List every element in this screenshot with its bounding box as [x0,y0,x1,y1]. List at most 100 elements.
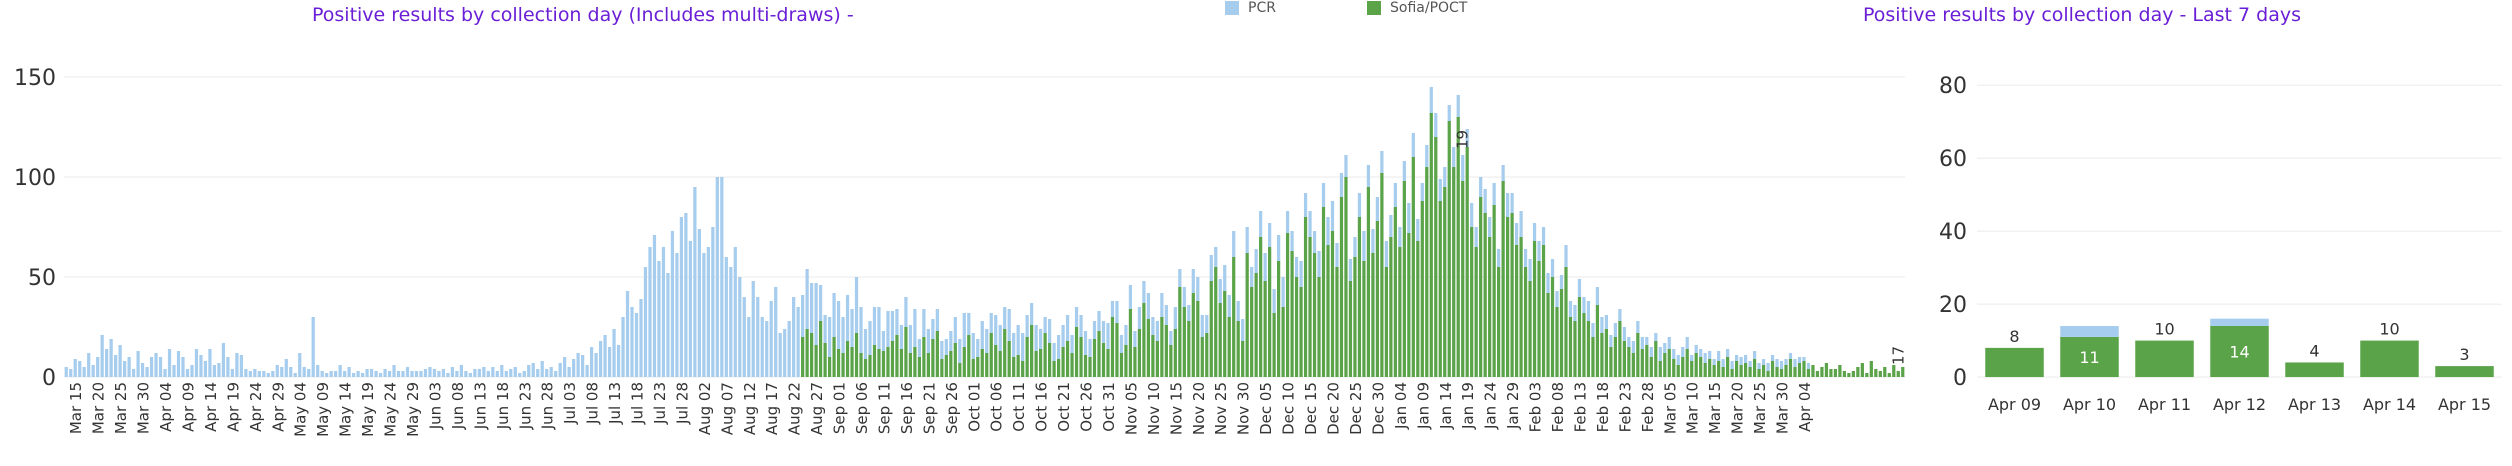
main-bar-pcr [1003,307,1007,329]
main-bar-pcr [1429,87,1433,113]
main-bar-pcr [1528,259,1532,281]
main-bar-pcr [787,321,791,377]
main-x-tick-label: Mar 30 [135,382,153,434]
main-bar-pcr [1627,337,1631,347]
legend-item-pcr[interactable]: PCR [1225,0,1276,16]
main-bar-pcr [1779,361,1784,369]
side-y-tick-label: 40 [1939,220,1967,245]
main-bar-sofia [971,359,975,377]
main-bar-sofia [989,333,993,377]
main-bar-pcr [176,351,181,377]
main-bar-sofia [922,337,926,377]
main-bar-pcr [1474,227,1478,247]
main-bar-sofia [917,357,922,377]
side-x-tick-label: Apr 11 [2138,395,2191,414]
main-bar-sofia [1056,359,1061,377]
main-bar-pcr [518,373,522,377]
main-bar-pcr [1712,359,1716,365]
main-bar-sofia [1375,221,1380,377]
main-x-tick-label: Jul 28 [673,382,691,425]
main-bar-sofia [1164,325,1168,377]
main-x-tick-label: Jul 18 [629,382,647,425]
main-x-tick-label: May 04 [292,382,310,437]
main-bar-sofia [1869,361,1873,377]
main-bar-pcr [1268,223,1272,247]
main-bar-pcr [226,357,230,377]
main-bar-pcr [235,353,239,377]
main-x-tick-label: Dec 20 [1324,382,1342,435]
main-bar-pcr [1658,347,1662,361]
main-bar-sofia [1218,303,1222,377]
main-bar-pcr [890,311,895,341]
main-bar-pcr [1196,277,1200,301]
main-bar-pcr [1559,275,1564,289]
main-bar-pcr [1021,333,1025,361]
main-bar-pcr [625,291,630,377]
main-bar-pcr [1663,343,1667,353]
main-bar-pcr [1146,293,1151,319]
main-x-tick-label: Sep 06 [853,382,871,434]
main-bar-sofia [940,359,944,377]
main-bar-pcr [944,339,948,355]
main-bar-sofia [868,355,872,377]
main-bar-pcr [1555,291,1559,307]
main-bar-pcr [850,309,854,347]
main-bar-pcr [167,349,172,377]
main-bar-sofia [1865,373,1869,377]
main-bar-sofia [1546,293,1550,377]
main-x-tick-label: Jul 03 [561,382,579,425]
main-bar-pcr [895,309,899,335]
main-bar-pcr [91,365,95,377]
main-bar-pcr [765,321,769,377]
main-bar-sofia [1285,233,1290,377]
main-bar-sofia [1654,341,1658,377]
main-bar-pcr [774,287,778,377]
main-bar-pcr [1797,357,1802,363]
main-bar-pcr [1335,243,1339,267]
main-bar-sofia [1438,201,1442,377]
main-x-tick-label: Oct 16 [1033,382,1051,432]
main-bar-pcr [338,365,342,377]
main-bar-pcr [1497,249,1501,267]
side-data-label: 10 [2154,320,2174,339]
main-bar-pcr [87,353,91,377]
main-bar-pcr [769,301,773,377]
main-bar-sofia [1703,363,1707,377]
main-bar-pcr [369,369,374,377]
main-bar-sofia [1371,253,1375,377]
main-x-tick-label: Sep 26 [943,382,961,434]
main-y-tick-label: 100 [14,166,56,191]
main-bar-pcr [589,347,594,377]
side-bar-pcr [2060,325,2119,337]
main-bar-sofia [1312,253,1317,377]
main-bar-pcr [1537,241,1541,261]
side-bar-sofia [2060,336,2119,378]
main-x-tick-label: Oct 01 [965,382,983,432]
main-bar-pcr [863,329,868,359]
main-bar-pcr [401,371,405,377]
main-bar-pcr [266,373,270,377]
main-bar-sofia [1483,213,1487,377]
main-bar-sofia [1083,355,1088,377]
main-x-tick-label: Feb 13 [1571,382,1589,432]
main-bar-sofia [895,335,899,377]
main-bar-sofia [1227,317,1231,377]
legend-item-sofia[interactable]: Sofia/POCT [1367,0,1467,16]
main-bar-sofia [1276,261,1281,377]
main-bar-sofia [1658,361,1662,377]
main-bar-sofia [1820,367,1824,377]
main-bar-sofia [926,353,930,377]
main-bar-sofia [1366,187,1371,377]
main-bar-sofia [1779,369,1784,377]
main-bar-sofia [980,349,984,377]
main-x-tick-label: Jun 13 [471,382,489,430]
side-y-tick-label: 0 [1953,366,1967,391]
main-bar-pcr [810,283,814,333]
main-bar-sofia [1065,341,1070,377]
main-bar-pcr [1092,321,1097,339]
main-bar-sofia [1263,281,1267,377]
main-bar-sofia [1259,237,1263,377]
main-bar-pcr [1133,331,1137,347]
main-bar-pcr [868,321,872,355]
main-bar-pcr [1056,335,1061,359]
